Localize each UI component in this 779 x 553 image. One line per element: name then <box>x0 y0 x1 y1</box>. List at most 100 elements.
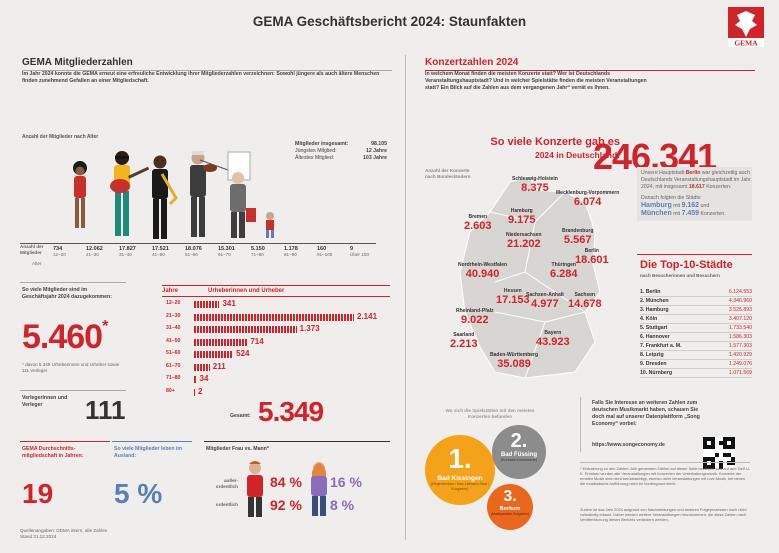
woman-icon <box>311 462 327 516</box>
state-name-2: Hamburg <box>510 208 533 214</box>
follower-2-suffix: Konzerten. <box>700 211 726 217</box>
state-name-10: Sachsen-Anhalt <box>526 292 564 298</box>
page-title: GEMA Geschäftsbericht 2024: Staunfakten <box>252 14 527 29</box>
top10-city-1: 2. München <box>640 298 669 304</box>
age-range-6: 71–80 <box>251 252 264 257</box>
singer-girl-figure <box>73 161 87 228</box>
age-count-1: 12.062 <box>86 246 103 252</box>
follower-2-text: mit <box>673 211 681 217</box>
logo-text: GEMA <box>734 39 758 48</box>
guitarist-figure <box>110 151 150 236</box>
state-8: Thüringen 6.284 <box>550 262 578 280</box>
author-age-label-4: 51–60 <box>166 350 181 356</box>
top10-value-7: 1.420.929 <box>728 352 752 358</box>
qr-code[interactable] <box>703 437 735 469</box>
author-age-label-5: 61–70 <box>166 362 181 369</box>
publishers-value: 111 <box>85 395 126 425</box>
avg-membership-value: 19 <box>22 478 54 509</box>
venue-2-name: Bad Füssing <box>500 452 537 458</box>
state-name-6: Berlin <box>584 248 599 254</box>
age-row-label-age: Alter <box>32 261 42 266</box>
top10-row-8: 9. Dresden 1.249.076 <box>640 360 752 369</box>
venue-1-name: Bad Kissingen <box>437 475 483 482</box>
state-value-6: 18.601 <box>575 254 609 266</box>
capital-count: 18.617 <box>688 184 705 190</box>
venue-2-sub: (Kurhaus Kurkonzerte) <box>500 458 538 462</box>
age-count-4: 18.076 <box>185 246 202 252</box>
map-label: Anzahl der Konzerte nach Bundesländern <box>425 168 471 179</box>
publishers-label: Verlegerinnen und Verleger <box>22 395 68 408</box>
top10-row-5: 6. Hannover 1.586.303 <box>640 333 752 342</box>
state-12: Rheinland-Pfalz 9.022 <box>456 308 494 326</box>
follower-2-joiner: und <box>700 203 710 209</box>
state-value-12: 9.022 <box>460 314 489 326</box>
top10-title: Die Top-10-Städte <box>640 259 733 271</box>
top10-row-2: 3. Hamburg 3.525.893 <box>640 306 752 315</box>
author-value-7: 2 <box>198 386 203 396</box>
followers-text-1: Danach folgten die Städte <box>641 195 701 201</box>
gender-row-2-label: ordentlich <box>215 502 238 507</box>
interest-url[interactable]: https://www.songeconomy.de <box>592 442 665 448</box>
top10-row-4: 5. Stuttgart 1.733.540 <box>640 324 752 333</box>
germany-map <box>459 175 601 379</box>
top10-row-6: 7. Frankfurt a. M. 1.577.303 <box>640 342 752 351</box>
venue-3-circle: 3. Borkum (Musikpavillon Kurgarten) <box>487 484 533 530</box>
top10-row-7: 8. Leipzig 1.420.929 <box>640 351 752 360</box>
abroad-label: So viele Mitglieder leben im Ausland: <box>114 446 183 459</box>
state-value-9: 17.153 <box>496 294 530 306</box>
author-bar-0 <box>194 301 220 308</box>
state-4: Niedersachsen 21.202 <box>506 232 542 250</box>
gender-row-1-male: 84 % <box>270 474 302 490</box>
age-column-4: 18.076 51–60 <box>185 246 218 257</box>
new-members-value: 5.460 <box>22 318 103 356</box>
author-bar-7 <box>194 388 195 396</box>
authors-col-title: Urheberinnen und Urheber <box>208 288 285 294</box>
age-column-6: 5.150 71–80 <box>251 246 284 257</box>
top10-row-1: 2. München 4.346.960 <box>640 297 752 306</box>
age-axis <box>20 243 376 244</box>
authors-total-value: 5.349 <box>258 396 324 427</box>
venue-1-circle: 1. Bad Kissingen (Regentenbau / Max-Litt… <box>425 435 495 505</box>
authors-bar-chart: 12–20 341 21–30 2.141 31–40 1.373 41–50 714 51–6… <box>166 299 386 400</box>
capital-text-2: war gleichzeitig auch Deutschlands Veran… <box>641 170 751 190</box>
age-range-2: 31–40 <box>119 252 132 257</box>
top10-value-5: 1.586.303 <box>728 334 752 340</box>
gender-row-1-label: außer-ordentlich <box>215 478 238 489</box>
state-14: Bayern 43.923 <box>536 330 570 348</box>
state-11: Sachsen 14.678 <box>568 292 602 310</box>
top10-table: 1. Berlin 6.124.553 2. München 4.346.960 3. … <box>640 288 752 378</box>
age-column-3: 17.521 41–50 <box>152 246 185 257</box>
state-name-8: Thüringen <box>551 262 576 268</box>
members-intro: Im Jahr 2024 konnte die GEMA erneut eine… <box>22 71 380 84</box>
state-value-2: 9.175 <box>508 214 536 226</box>
youngest-member-value: 12 Jahre <box>365 148 387 154</box>
state-name-3: Bremen <box>468 214 488 220</box>
age-range-9: Über 100 <box>350 252 369 257</box>
venue-3-rank: 3. <box>503 488 517 505</box>
age-range-8: 91–100 <box>317 252 333 257</box>
author-age-label-0: 12–20 <box>166 300 181 306</box>
concerts-intro: In welchem Monat finden die meisten Konz… <box>425 71 647 91</box>
state-name-1: Mecklenburg-Vorpommern <box>556 190 620 196</box>
state-name-15: Baden-Württemberg <box>490 352 539 358</box>
author-age-label-2: 31–40 <box>166 325 181 331</box>
author-value-2: 1.373 <box>299 324 320 333</box>
age-count-0: 734 <box>53 246 63 252</box>
author-value-3: 714 <box>250 336 264 346</box>
author-value-4: 524 <box>236 349 250 358</box>
child-figure <box>266 212 274 238</box>
follower-1-text: mit <box>673 203 681 209</box>
venue-2-rank: 2. <box>510 430 528 452</box>
author-age-label-6: 71–80 <box>166 375 181 381</box>
capital-text-3: Konzerten. <box>706 184 732 190</box>
state-3: Bremen 2.603 <box>464 214 492 232</box>
musicians-illustration <box>73 151 274 239</box>
state-name-12: Rheinland-Pfalz <box>456 308 494 314</box>
state-name-13: Saarland <box>453 332 475 338</box>
members-chart-label: Anzahl der Mitglieder nach Alter <box>22 134 99 140</box>
gender-row-2-male: 92 % <box>270 497 302 513</box>
gender-illustration <box>247 461 327 517</box>
venue-2-circle: 2. Bad Füssing (Kurhaus Kurkonzerte) <box>492 425 546 479</box>
top10-city-8: 9. Dresden <box>640 361 667 367</box>
state-value-14: 43.923 <box>536 336 570 348</box>
